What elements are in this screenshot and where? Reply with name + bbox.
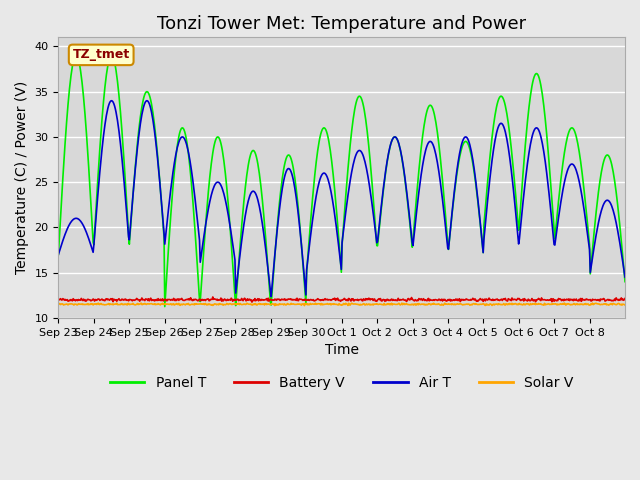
Air T [254,197,262,203]
Air T [226,221,234,227]
Title: Tonzi Tower Met: Temperature and Power: Tonzi Tower Met: Temperature and Power [157,15,526,33]
Solar V [121,301,129,307]
X-axis label: Time: Time [324,343,358,357]
Solar V [301,303,308,309]
Panel T [54,252,62,257]
Panel T [433,130,441,135]
Line: Solar V: Solar V [58,303,625,306]
Air T [276,202,284,207]
Legend: Panel T, Battery V, Air T, Solar V: Panel T, Battery V, Air T, Solar V [104,370,579,395]
Battery V [226,297,234,302]
Air T [54,252,62,257]
Air T [268,294,275,300]
Air T [433,159,441,165]
Text: TZ_tmet: TZ_tmet [72,48,130,61]
Panel T [227,230,234,236]
Battery V [276,298,284,303]
Battery V [248,299,256,305]
Line: Air T: Air T [58,101,625,297]
Y-axis label: Temperature (C) / Power (V): Temperature (C) / Power (V) [15,81,29,274]
Solar V [253,302,261,308]
Solar V [275,302,282,308]
Solar V [561,300,568,306]
Line: Battery V: Battery V [58,297,625,302]
Panel T [161,304,168,310]
Air T [402,180,410,186]
Battery V [402,297,410,303]
Battery V [433,298,441,303]
Line: Panel T: Panel T [58,55,625,307]
Solar V [621,302,629,308]
Solar V [54,302,62,308]
Panel T [72,52,80,58]
Panel T [621,279,629,285]
Air T [621,274,629,280]
Air T [108,98,115,104]
Panel T [122,183,129,189]
Air T [122,197,129,203]
Battery V [255,298,262,304]
Battery V [209,294,216,300]
Battery V [54,297,62,302]
Solar V [401,301,409,307]
Battery V [121,297,129,302]
Panel T [276,194,284,200]
Panel T [255,166,262,171]
Battery V [621,296,629,301]
Solar V [225,301,233,307]
Panel T [402,182,410,188]
Solar V [433,301,440,307]
